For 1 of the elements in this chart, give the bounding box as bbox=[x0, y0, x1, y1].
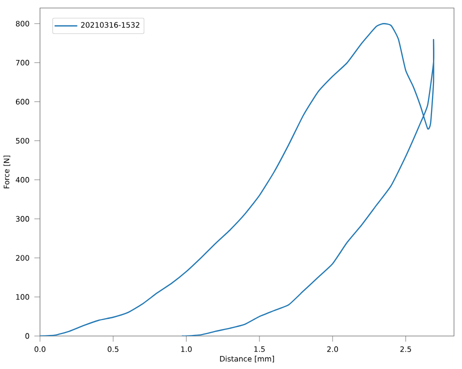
line-series bbox=[40, 23, 434, 336]
